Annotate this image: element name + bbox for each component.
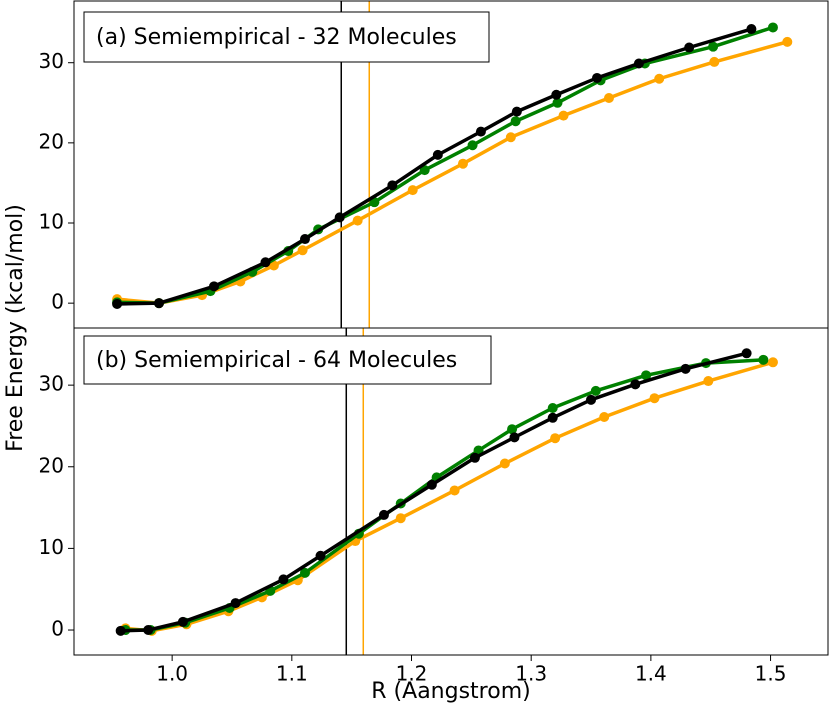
data-point — [510, 116, 521, 127]
data-point — [511, 106, 522, 117]
annotation-box — [83, 335, 492, 385]
annotation: (a) Semiempirical - 32 Molecules — [96, 25, 457, 50]
data-point — [590, 385, 601, 396]
data-point — [395, 513, 406, 524]
data-point — [268, 260, 279, 271]
data-point — [547, 402, 558, 413]
data-point — [387, 180, 398, 191]
annotation: (b) Semiempirical - 64 Molecules — [96, 348, 457, 373]
data-point — [599, 411, 610, 422]
x-tick-label: 1.2 — [396, 662, 428, 686]
data-point — [633, 58, 644, 69]
data-point — [153, 298, 164, 309]
series-line — [125, 358, 764, 632]
panel-frame — [73, 327, 829, 656]
data-point — [547, 412, 558, 423]
y-tick-label: 0 — [51, 290, 64, 314]
y-tick-label: 30 — [39, 372, 64, 396]
data-point — [177, 616, 188, 627]
y-tick-label: 20 — [39, 129, 64, 153]
data-point — [449, 485, 460, 496]
data-point — [680, 363, 691, 374]
data-point — [782, 36, 793, 47]
x-tick-label: 1.3 — [515, 662, 547, 686]
data-point — [457, 158, 468, 169]
y-tick-label: 10 — [39, 535, 64, 559]
data-point — [603, 92, 614, 103]
data-point — [746, 24, 757, 35]
data-point — [378, 509, 389, 520]
data-point — [741, 348, 752, 359]
annotation-box — [83, 11, 490, 63]
data-point — [426, 479, 437, 490]
data-point — [278, 574, 289, 585]
data-point — [115, 625, 126, 636]
y-tick-label: 20 — [39, 453, 64, 477]
data-point — [708, 41, 719, 52]
data-point — [641, 370, 652, 381]
data-point — [407, 185, 418, 196]
data-point — [112, 298, 123, 309]
data-point — [475, 126, 486, 137]
data-point — [419, 165, 430, 176]
x-tick-label: 1.5 — [755, 662, 787, 686]
data-point — [630, 379, 641, 390]
data-point — [143, 625, 154, 636]
data-point — [758, 354, 769, 365]
data-point — [299, 567, 310, 578]
y-axis-label: Free Energy (kcal/mol) — [3, 204, 28, 452]
data-point — [467, 140, 478, 151]
data-point — [767, 357, 778, 368]
data-point — [550, 433, 561, 444]
data-point — [586, 394, 597, 405]
data-point — [654, 73, 665, 84]
data-point — [684, 42, 695, 53]
data-point — [767, 22, 778, 33]
series-line — [125, 360, 774, 633]
data-point — [592, 72, 603, 83]
data-point — [703, 376, 714, 387]
data-point — [315, 550, 326, 561]
data-point — [552, 97, 563, 108]
data-point — [209, 281, 220, 292]
data-point — [299, 234, 310, 245]
data-point — [352, 215, 363, 226]
x-axis-label: R (Aangstrom) — [371, 679, 530, 704]
data-point — [297, 245, 308, 256]
data-point — [230, 598, 241, 609]
data-point — [709, 56, 720, 67]
data-point — [558, 110, 569, 121]
x-tick-label: 1.0 — [156, 662, 188, 686]
series-line — [117, 25, 774, 305]
data-point — [649, 393, 660, 404]
data-point — [499, 458, 510, 469]
data-point — [505, 132, 516, 143]
data-point — [507, 424, 518, 435]
data-point — [432, 149, 443, 160]
x-tick-label: 1.1 — [276, 662, 308, 686]
data-point — [334, 212, 345, 223]
data-point — [551, 89, 562, 100]
y-tick-label: 10 — [39, 210, 64, 234]
y-tick-label: 30 — [39, 49, 64, 73]
x-tick-label: 1.4 — [635, 662, 667, 686]
y-tick-label: 0 — [51, 617, 64, 641]
data-point — [509, 432, 520, 443]
data-point — [260, 257, 271, 268]
series-line — [116, 40, 788, 305]
data-point — [469, 452, 480, 463]
